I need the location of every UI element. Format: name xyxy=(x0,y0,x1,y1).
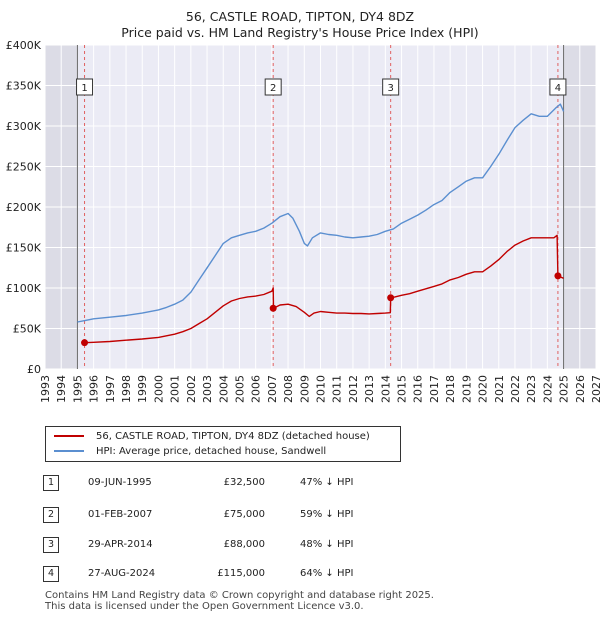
legend-label-hpi: HPI: Average price, detached house, Sand… xyxy=(96,446,327,457)
sale-label-number: 1 xyxy=(81,83,87,94)
sale-row: 2 01-FEB-2007 £75,000 59% ↓ HPI xyxy=(0,507,600,525)
x-tick-label: 1993 xyxy=(39,375,52,403)
x-tick-label: 2014 xyxy=(379,375,392,403)
sale-price: £88,000 xyxy=(223,539,265,550)
sale-price: £75,000 xyxy=(223,509,265,520)
sale-hpi-diff: 47% ↓ HPI xyxy=(300,477,354,488)
sale-point xyxy=(81,339,89,347)
x-tick-label: 2005 xyxy=(233,375,246,403)
price-chart: 1 2 3 4 £0 £50K £100K £150K £200K £250K £300K £350K… xyxy=(6,39,600,403)
x-tick-label: 2019 xyxy=(460,375,473,403)
y-tick-label: £350K xyxy=(6,80,42,93)
sale-label-number: 3 xyxy=(387,83,393,94)
sale-label-number: 4 xyxy=(555,83,561,94)
sale-date: 01-FEB-2007 xyxy=(88,509,153,520)
sale-number: 1 xyxy=(43,475,59,491)
sale-date: 27-AUG-2024 xyxy=(88,568,156,579)
sale-number: 2 xyxy=(43,507,59,523)
x-tick-label: 2006 xyxy=(250,375,263,403)
sale-number: 3 xyxy=(43,537,59,553)
x-tick-label: 1996 xyxy=(88,375,101,403)
sale-price: £115,000 xyxy=(217,568,265,579)
sale-date: 09-JUN-1995 xyxy=(88,477,152,488)
sale-point xyxy=(554,272,562,280)
sale-date: 29-APR-2014 xyxy=(88,539,153,550)
x-tick-label: 2017 xyxy=(428,375,441,403)
x-tick-label: 2022 xyxy=(509,375,522,403)
y-tick-label: £200K xyxy=(6,201,42,214)
sale-price: £32,500 xyxy=(223,477,265,488)
x-tick-label: 2013 xyxy=(363,375,376,403)
sale-number: 4 xyxy=(43,566,59,582)
chart-legend: 56, CASTLE ROAD, TIPTON, DY4 8DZ (detach… xyxy=(45,426,401,462)
x-tick-label: 2023 xyxy=(525,375,538,403)
sale-row: 4 27-AUG-2024 £115,000 64% ↓ HPI xyxy=(0,566,600,584)
x-tick-label: 2002 xyxy=(185,375,198,403)
x-tick-label: 2010 xyxy=(315,375,328,403)
x-tick-label: 2025 xyxy=(558,375,571,403)
sale-label-box xyxy=(264,78,282,96)
x-tick-label: 2000 xyxy=(152,375,165,403)
x-tick-label: 2011 xyxy=(331,375,344,403)
x-tick-label: 2009 xyxy=(298,375,311,403)
legend-label-property: 56, CASTLE ROAD, TIPTON, DY4 8DZ (detach… xyxy=(96,431,370,442)
x-tick-label: 2021 xyxy=(493,375,506,403)
y-tick-label: £100K xyxy=(6,282,42,295)
x-tick-label: 2004 xyxy=(217,375,230,403)
sale-row: 1 09-JUN-1995 £32,500 47% ↓ HPI xyxy=(0,475,600,493)
y-tick-label: £300K xyxy=(6,120,42,133)
y-tick-label: £400K xyxy=(6,39,42,52)
footer-licence: This data is licensed under the Open Gov… xyxy=(45,601,364,612)
x-tick-label: 2018 xyxy=(444,375,457,403)
x-tick-label: 2001 xyxy=(169,375,182,403)
sale-hpi-diff: 48% ↓ HPI xyxy=(300,539,354,550)
sale-label-box xyxy=(549,78,567,96)
legend-item-hpi: HPI: Average price, detached house, Sand… xyxy=(54,445,326,459)
sale-point xyxy=(387,294,395,302)
x-tick-label: 1999 xyxy=(136,375,149,403)
x-tick-label: 2020 xyxy=(477,375,490,403)
y-tick-label: £150K xyxy=(6,242,42,255)
sale-label-number: 2 xyxy=(270,83,276,94)
x-tick-label: 2008 xyxy=(282,375,295,403)
x-tick-label: 2024 xyxy=(541,375,554,403)
x-tick-label: 1998 xyxy=(120,375,133,403)
x-tick-label: 2026 xyxy=(574,375,587,403)
x-tick-label: 2016 xyxy=(412,375,425,403)
legend-swatch-property xyxy=(54,435,84,437)
x-tick-label: 1997 xyxy=(104,375,117,403)
sale-row: 3 29-APR-2014 £88,000 48% ↓ HPI xyxy=(0,537,600,555)
x-tick-label: 2012 xyxy=(347,375,360,403)
sale-hpi-diff: 59% ↓ HPI xyxy=(300,509,354,520)
chart-title: 56, CASTLE ROAD, TIPTON, DY4 8DZ xyxy=(185,9,415,24)
hpi-series-line xyxy=(77,103,565,323)
x-tick-label: 1994 xyxy=(55,375,68,403)
legend-swatch-hpi xyxy=(54,450,84,452)
y-tick-label: £50K xyxy=(13,323,42,336)
chart-subtitle: Price paid vs. HM Land Registry's House … xyxy=(121,25,479,40)
y-tick-label: £0 xyxy=(27,363,41,376)
sale-label-box xyxy=(76,78,94,96)
property-series-line xyxy=(84,234,564,344)
sale-label-box xyxy=(382,78,400,96)
x-tick-label: 2007 xyxy=(266,375,279,403)
sale-point xyxy=(269,304,277,312)
sale-hpi-diff: 64% ↓ HPI xyxy=(300,568,354,579)
x-tick-label: 2027 xyxy=(590,375,600,403)
legend-item-property: 56, CASTLE ROAD, TIPTON, DY4 8DZ (detach… xyxy=(54,430,370,444)
x-tick-label: 1995 xyxy=(71,375,84,403)
footer-copyright: Contains HM Land Registry data © Crown c… xyxy=(45,590,434,601)
y-tick-label: £250K xyxy=(6,161,42,174)
x-tick-label: 2003 xyxy=(201,375,214,403)
x-tick-label: 2015 xyxy=(396,375,409,403)
